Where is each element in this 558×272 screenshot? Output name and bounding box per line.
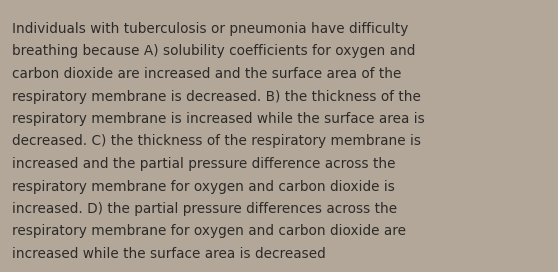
Text: respiratory membrane is increased while the surface area is: respiratory membrane is increased while … xyxy=(12,112,425,126)
Text: respiratory membrane is decreased. B) the thickness of the: respiratory membrane is decreased. B) th… xyxy=(12,89,421,104)
Text: carbon dioxide are increased and the surface area of the: carbon dioxide are increased and the sur… xyxy=(12,67,401,81)
Text: increased while the surface area is decreased: increased while the surface area is decr… xyxy=(12,247,326,261)
Text: decreased. C) the thickness of the respiratory membrane is: decreased. C) the thickness of the respi… xyxy=(12,134,421,149)
Text: Individuals with tuberculosis or pneumonia have difficulty: Individuals with tuberculosis or pneumon… xyxy=(12,22,408,36)
Text: respiratory membrane for oxygen and carbon dioxide is: respiratory membrane for oxygen and carb… xyxy=(12,180,395,193)
Text: breathing because A) solubility coefficients for oxygen and: breathing because A) solubility coeffici… xyxy=(12,45,415,58)
Text: respiratory membrane for oxygen and carbon dioxide are: respiratory membrane for oxygen and carb… xyxy=(12,224,406,239)
Text: increased and the partial pressure difference across the: increased and the partial pressure diffe… xyxy=(12,157,396,171)
Text: increased. D) the partial pressure differences across the: increased. D) the partial pressure diffe… xyxy=(12,202,397,216)
